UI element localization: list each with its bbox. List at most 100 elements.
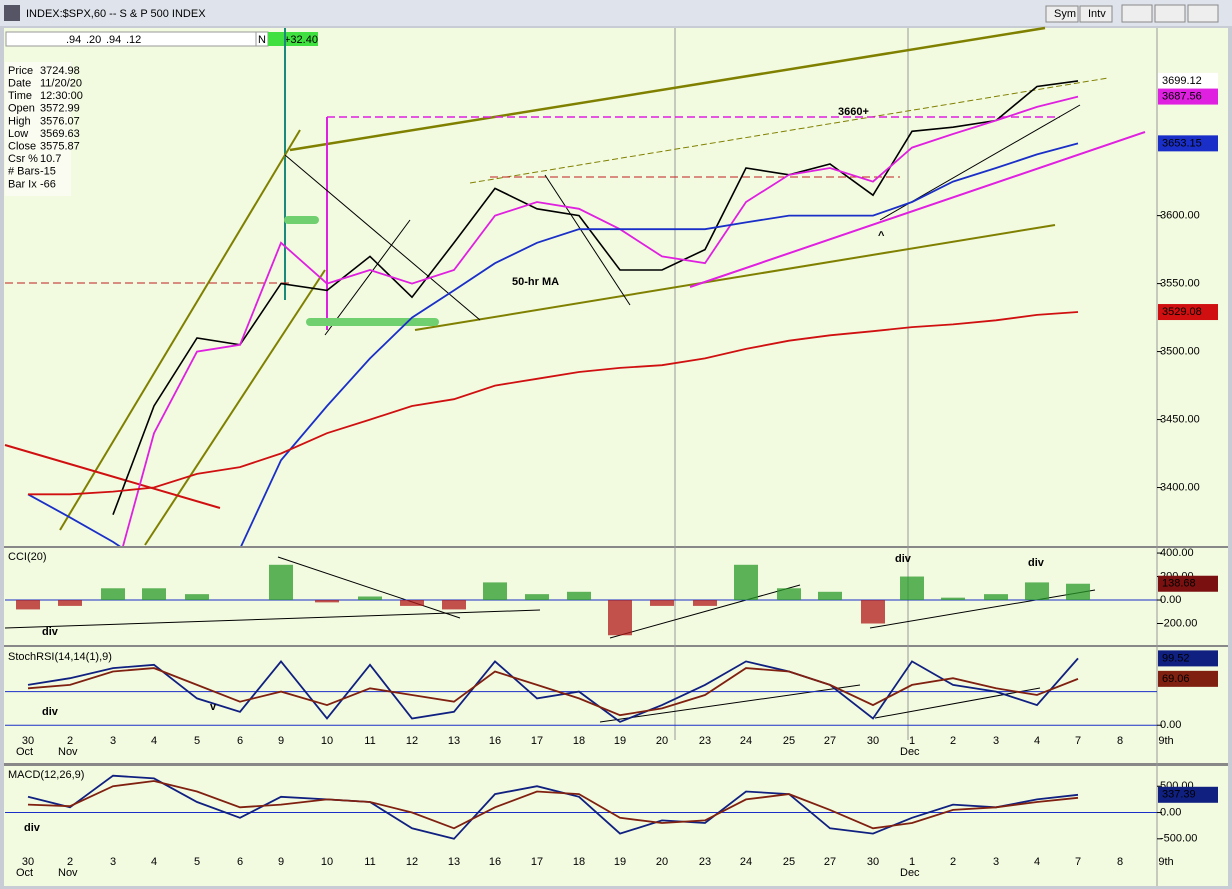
- data-label: Low: [8, 128, 28, 140]
- bar: [650, 600, 674, 606]
- value-box: [1158, 304, 1218, 321]
- value-box: [1158, 72, 1218, 89]
- bar: [400, 600, 424, 606]
- x-tick-label: 10: [321, 856, 333, 868]
- x-tick-label: 8: [1117, 735, 1123, 747]
- y-tick-label: 0.00: [1160, 594, 1181, 606]
- x-tick-label: 24: [740, 735, 752, 747]
- x-tick-label: 30: [867, 735, 879, 747]
- flag: N: [258, 34, 266, 46]
- bar: [608, 600, 632, 636]
- bar: [734, 564, 758, 601]
- x-tick-label: 13: [448, 856, 460, 868]
- series-line: [112, 80, 1079, 515]
- x-tick-label: 30: [867, 856, 879, 868]
- trendline: [144, 269, 326, 546]
- panel: [5, 657, 1157, 726]
- divider: [4, 546, 1228, 548]
- month-label: Nov: [58, 867, 78, 879]
- x-tick-label: 30: [22, 856, 34, 868]
- x-tick-label: 7: [1075, 735, 1081, 747]
- y-tick-label: 0.00: [1160, 719, 1181, 731]
- data-value: 11/20/20: [40, 78, 82, 90]
- data-label: High: [8, 115, 31, 127]
- x-tick-label: 30: [22, 735, 34, 747]
- bar: [483, 582, 507, 601]
- annotation: v: [210, 701, 217, 713]
- bar: [984, 594, 1008, 601]
- maximize-button[interactable]: [1154, 4, 1186, 23]
- intv-button[interactable]: [1079, 5, 1113, 23]
- x-tick-label: 5: [194, 735, 200, 747]
- y-tick-label: 400.00: [1160, 547, 1194, 559]
- x-tick-label: 9: [278, 856, 284, 868]
- value-box: [1158, 135, 1218, 152]
- bar: [1066, 583, 1090, 601]
- sym-label: Sym: [1054, 8, 1076, 20]
- x-tick-label: 17: [531, 735, 543, 747]
- data-value: 3576.07: [40, 115, 80, 127]
- sym-button[interactable]: [1045, 5, 1079, 23]
- data-label: Price: [8, 65, 33, 77]
- toolbar: N +32.40 .94 .20 .94 .12: [5, 31, 318, 47]
- bar: [358, 596, 382, 601]
- x-tick-label: 12: [406, 735, 418, 747]
- data-value: -15: [40, 166, 56, 178]
- bar: [818, 591, 842, 601]
- title-bar: [0, 0, 1232, 26]
- annotation: 3660+: [838, 106, 869, 118]
- x-tick-label: 4: [1034, 856, 1040, 868]
- annotation: div: [42, 626, 59, 638]
- series-line: [27, 657, 1079, 723]
- value-label: 337.39: [1162, 789, 1196, 801]
- value-box: [1158, 786, 1218, 803]
- x-tick-label: 18: [573, 735, 585, 747]
- data-label: Close: [8, 141, 36, 153]
- data-value: -66: [40, 178, 56, 190]
- annotation: div: [1028, 557, 1045, 569]
- trendline: [869, 589, 1096, 629]
- x-tick-label: 2: [67, 735, 73, 747]
- x-tick-label: 19: [614, 735, 626, 747]
- data-label: # Bars: [8, 166, 40, 178]
- month-label: Dec: [900, 746, 920, 758]
- value-box: [1158, 88, 1218, 105]
- x-tick-label: 19: [614, 856, 626, 868]
- bar: [315, 600, 339, 603]
- x-tick-label: 16: [489, 735, 501, 747]
- toolbar-field: .94: [106, 34, 121, 46]
- x-tick-label: 25: [783, 735, 795, 747]
- minimize-button[interactable]: [1121, 4, 1153, 23]
- data-value: 3724.98: [40, 65, 80, 77]
- data-label: Date: [8, 78, 31, 90]
- trendline: [4, 609, 541, 629]
- bar: [900, 576, 924, 601]
- x-tick-label: 16: [489, 856, 501, 868]
- panel-title: CCI(20): [8, 551, 47, 563]
- x-tick-label: 12: [406, 856, 418, 868]
- bar: [16, 600, 40, 610]
- divider: [4, 763, 1228, 766]
- value-label: 99.52: [1162, 652, 1190, 664]
- x-tick-label: 7: [1075, 856, 1081, 868]
- annotation: div: [895, 553, 912, 565]
- x-tick-label: 2: [950, 735, 956, 747]
- bar: [567, 591, 591, 601]
- x-tick-label: 20: [656, 735, 668, 747]
- series-line: [27, 667, 1079, 717]
- x-tick-label: 20: [656, 856, 668, 868]
- x-tick-label: 11: [364, 856, 375, 868]
- bar: [525, 594, 549, 601]
- trendline: [59, 129, 301, 531]
- series-line: [122, 95, 1079, 546]
- bar: [101, 588, 125, 601]
- x-tick-label: 4: [151, 856, 157, 868]
- x-tick-label: 1: [909, 856, 915, 868]
- x-tick-label: 27: [824, 735, 836, 747]
- x-tick-label: 3: [110, 856, 116, 868]
- x-tick-label: 1: [909, 735, 915, 747]
- app-icon: [4, 5, 20, 21]
- toolbar-field: .94: [66, 34, 81, 46]
- close-button[interactable]: [1187, 4, 1219, 23]
